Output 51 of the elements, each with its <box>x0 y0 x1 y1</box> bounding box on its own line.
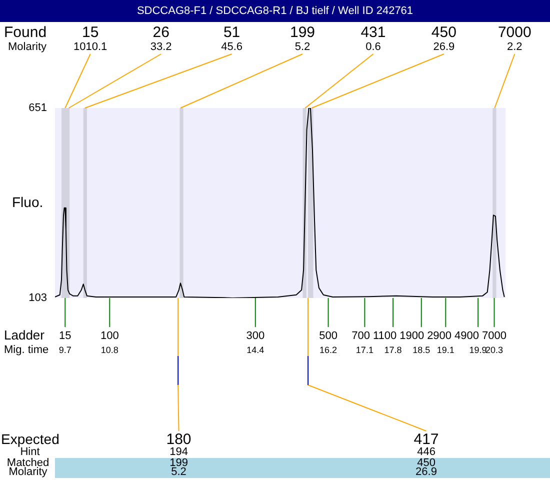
annotation: 15 <box>58 330 72 342</box>
annotation: 1100 <box>372 330 397 342</box>
annotation: 7000 <box>498 24 532 42</box>
annotation: 300 <box>246 330 265 342</box>
annotation: 26 <box>152 24 170 42</box>
annotation: 2900 <box>427 330 452 342</box>
text: 0.6 <box>366 41 381 54</box>
annotation: 15 <box>82 24 99 42</box>
text: 26.9 <box>416 466 437 478</box>
x-tick-label: 19.1 <box>436 344 454 355</box>
text: Molarity <box>8 41 48 54</box>
text: 33.2 <box>150 41 172 54</box>
y-tick-label: 103 <box>28 292 47 304</box>
annotation: 417 <box>414 431 439 448</box>
x-tick-label: 20.3 <box>485 344 504 355</box>
text: Hint <box>20 446 40 458</box>
text: 2.2 <box>506 41 522 54</box>
x-tick-label: 19.9 <box>469 344 487 355</box>
x-tick-label: 14.4 <box>246 344 264 355</box>
text: 194 <box>170 446 188 458</box>
text: 26.9 <box>433 41 455 54</box>
annotation: 180 <box>166 431 192 448</box>
text: Found <box>4 24 47 42</box>
annotation: 500 <box>319 330 338 342</box>
text: Expected <box>1 430 60 447</box>
text: 446 <box>417 446 436 458</box>
y-axis-title: Fluo. <box>12 194 44 210</box>
annotation: 1900 <box>400 330 424 342</box>
x-tick-label: 10.8 <box>100 344 118 355</box>
annotation: 100 <box>100 330 119 342</box>
y-tick-label: 651 <box>28 102 47 114</box>
x-tick-label: 17.1 <box>356 344 374 355</box>
annotation: 431 <box>360 24 386 42</box>
x-tick-label: 18.5 <box>412 344 430 355</box>
x-tick-label: 17.8 <box>384 344 402 355</box>
text: Mig. time <box>4 344 49 356</box>
x-tick-label: 16.2 <box>319 344 338 355</box>
annotation: 450 <box>431 24 456 42</box>
annotation: 7000 <box>482 330 506 342</box>
text: 45.6 <box>221 41 242 54</box>
chart-title: SDCCAG8-F1 / SDCCAG8-R1 / BJ tielf / Well ID 242761 <box>0 0 550 22</box>
annotation: 4900 <box>454 330 480 342</box>
annotation: 199 <box>290 24 316 42</box>
text: Molarity <box>8 466 48 478</box>
text: 1010.1 <box>74 41 108 54</box>
text: 5.2 <box>294 41 310 54</box>
text: Ladder <box>4 328 46 343</box>
annotation: 51 <box>223 24 240 42</box>
x-tick-label: 9.7 <box>58 344 72 355</box>
text: 5.2 <box>171 466 186 478</box>
annotation: 700 <box>352 330 370 342</box>
